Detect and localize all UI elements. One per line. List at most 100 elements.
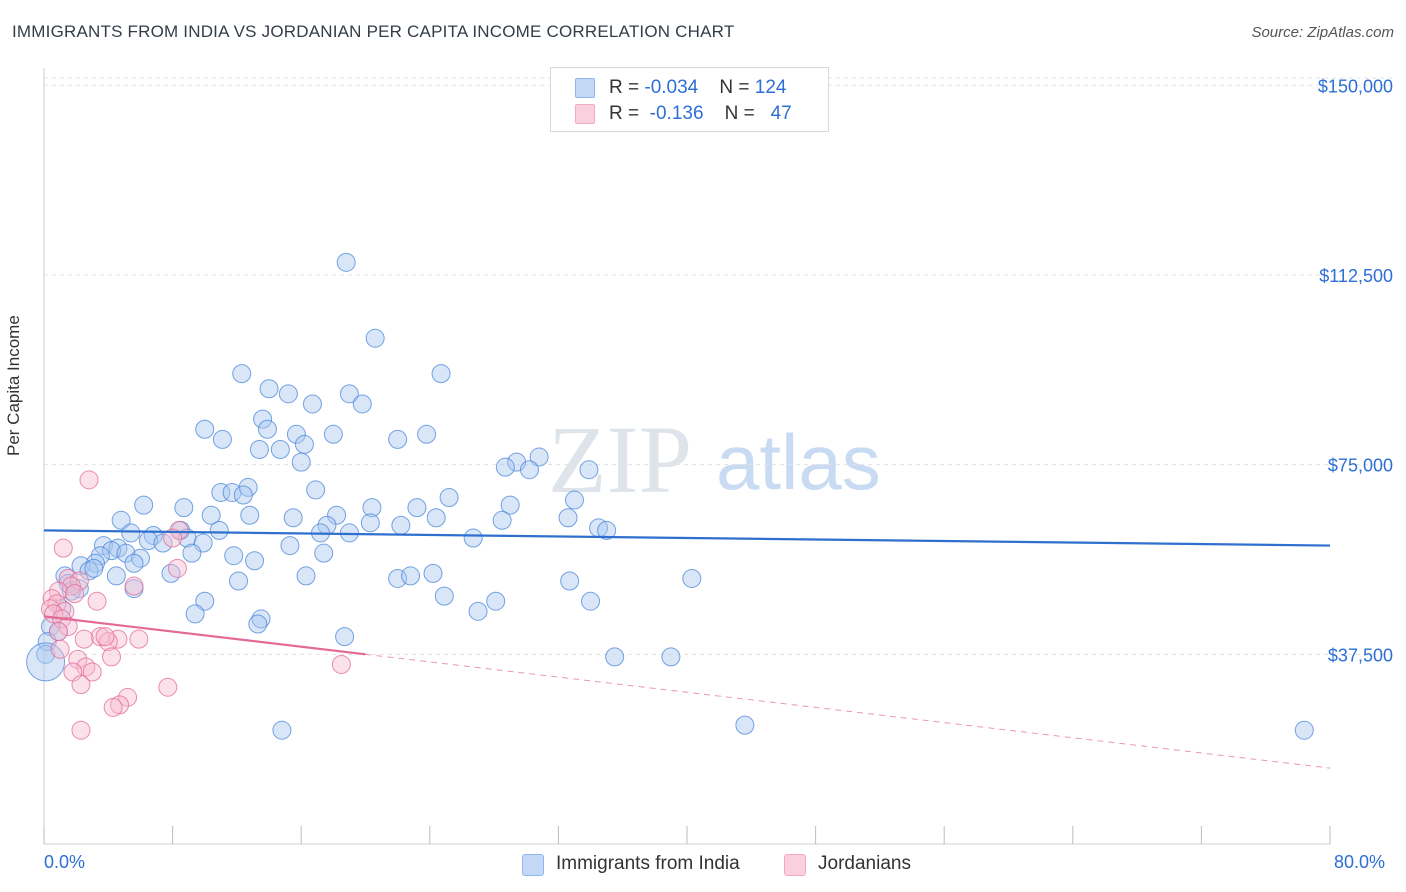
axes (43, 68, 1331, 845)
jordan-point (167, 558, 187, 578)
india-point (597, 520, 617, 540)
x-tick-max: 80.0% (1334, 852, 1386, 872)
india-point (253, 409, 273, 429)
india-point (195, 419, 215, 439)
n-label: N = (719, 77, 755, 98)
india-point (365, 328, 385, 348)
india-point (579, 460, 599, 480)
r-value-india: -0.034 (644, 77, 699, 98)
jordan-point (48, 622, 68, 642)
x-tick-min: 0.0% (44, 852, 86, 872)
jordan-point (87, 591, 107, 611)
india-point (564, 490, 584, 510)
india-point (134, 495, 154, 515)
jordan-points (40, 470, 351, 740)
jordan-point (74, 629, 94, 649)
india-point (79, 561, 99, 581)
india-point (185, 604, 205, 624)
india-point (278, 384, 298, 404)
india-point (407, 498, 427, 518)
india-point (314, 543, 334, 563)
stats-row-jordan: R = -0.136 N = 47 (575, 103, 792, 125)
india-point (153, 533, 173, 553)
india-point (362, 498, 382, 518)
india-point (339, 384, 359, 404)
india-point (439, 488, 459, 508)
india-point (211, 482, 231, 502)
jordan-point (98, 632, 118, 652)
india-point (463, 528, 483, 548)
india-points (26, 252, 1314, 740)
y-axis-label: Per Capita Income (4, 315, 23, 456)
jordan-point (61, 576, 81, 596)
jordan-point (79, 470, 99, 490)
india-point (280, 536, 300, 556)
r-label: R = (609, 77, 645, 98)
india-point (294, 434, 314, 454)
india-point (102, 541, 122, 561)
india-point (283, 508, 303, 528)
india-point (209, 520, 229, 540)
india-point (116, 543, 136, 563)
india-point (468, 601, 488, 621)
india-point (306, 480, 326, 500)
india-point (1294, 720, 1314, 740)
jordan-point (47, 594, 67, 614)
india-point (323, 424, 343, 444)
jordan-point (55, 601, 75, 621)
india-point (249, 439, 269, 459)
india-point (270, 439, 290, 459)
india-point (581, 591, 601, 611)
india-point (121, 523, 141, 543)
india-point (248, 614, 268, 634)
jordan-point (118, 687, 138, 707)
y-tick-label: $75,000 (1328, 456, 1393, 476)
india-point (182, 543, 202, 563)
jordan-point (68, 649, 88, 669)
india-point (426, 508, 446, 528)
jordan-point (53, 538, 73, 558)
india-point (335, 627, 355, 647)
stats-legend: R = -0.034 N = 124 R = -0.136 N = 47 (550, 67, 829, 132)
india-point (605, 647, 625, 667)
india-point (486, 591, 506, 611)
jordan-point (331, 654, 351, 674)
n-value-india: 124 (754, 77, 787, 98)
india-point (391, 515, 411, 535)
india-trend-line (43, 529, 1331, 547)
jordan-trend-extension (365, 653, 1331, 769)
india-point (106, 566, 126, 586)
india-point (212, 429, 232, 449)
jordan-point (95, 627, 115, 647)
india-point (431, 364, 451, 384)
india-point (417, 424, 437, 444)
stats-row-india: R = -0.034 N = 124 (575, 77, 786, 99)
india-point (240, 505, 260, 525)
jordan-point (58, 617, 78, 637)
india-legend-swatch (522, 854, 544, 876)
y-tick-label: $150,000 (1318, 76, 1393, 96)
india-point (296, 566, 316, 586)
india-point (272, 720, 292, 740)
india-point (233, 485, 253, 505)
jordan-point (71, 720, 91, 740)
series-legend: Immigrants from India Jordanians (0, 850, 1406, 880)
india-point (111, 510, 131, 530)
india-point (124, 553, 144, 573)
india-point (251, 609, 271, 629)
india-point (558, 508, 578, 528)
jordan-legend-swatch (784, 854, 806, 876)
jordan-point (169, 520, 189, 540)
jordan-point (124, 576, 144, 596)
india-point (291, 452, 311, 472)
jordan-point (129, 629, 149, 649)
jordan-point (103, 697, 123, 717)
india-point (286, 424, 306, 444)
r-label: R = (609, 103, 645, 124)
india-point (682, 568, 702, 588)
india-point (245, 551, 265, 571)
india-point (360, 513, 380, 533)
india-point (434, 586, 454, 606)
jordan-point (158, 677, 178, 697)
